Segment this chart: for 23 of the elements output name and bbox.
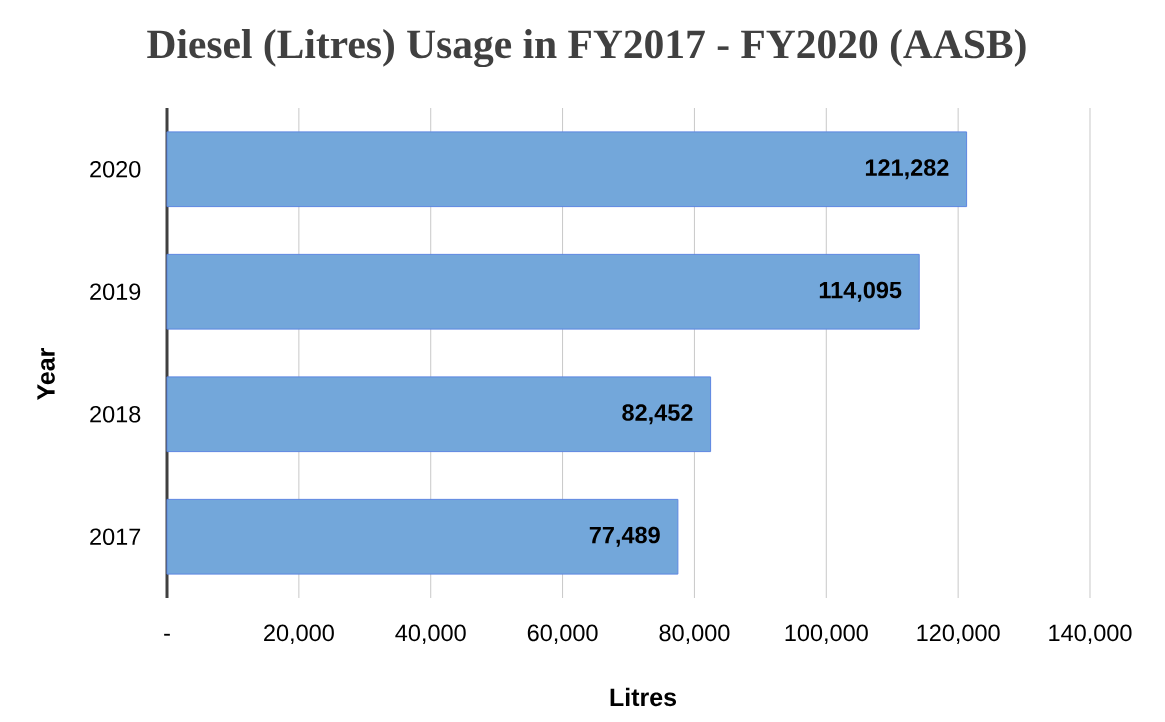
x-tick-label: 20,000 [264,624,334,644]
y-axis-title: Year [37,348,55,401]
x-tick-label: 100,000 [785,624,868,644]
bar [166,376,712,453]
x-tick-label: 140,000 [1049,624,1132,644]
bar [166,253,920,330]
data-label: 114,095 [819,281,902,302]
x-tick-label: 80,000 [659,624,730,644]
data-label: 82,452 [622,404,693,425]
x-axis-title: Litres [610,687,677,707]
x-tick-label: 60,000 [527,624,598,644]
y-tick-label: 2018 [90,405,141,423]
y-tick-label: 2020 [90,160,141,178]
x-tick-label: 120,000 [917,624,1000,644]
x-tick-label: 40,000 [395,624,466,644]
x-tick-label: - [164,633,170,636]
bar [166,131,968,208]
y-tick-label: 2017 [90,528,141,546]
chart-title: Diesel (Litres) Usage in FY2017 - FY2020 (AASB) [147,29,1026,68]
bar [166,498,679,575]
data-label: 77,489 [589,526,660,547]
y-tick-label: 2019 [90,283,141,301]
data-label: 121,282 [865,159,949,180]
